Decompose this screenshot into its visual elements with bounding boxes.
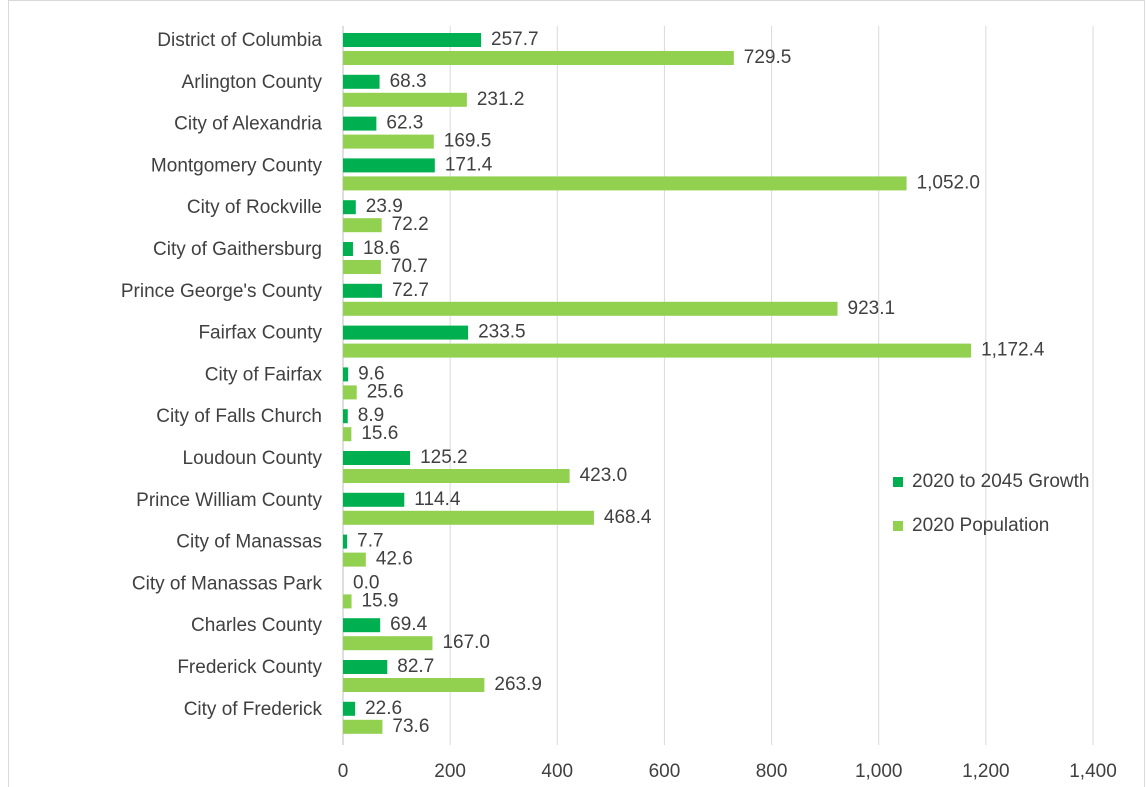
data-label: 18.6 xyxy=(363,238,400,259)
data-label: 1,172.4 xyxy=(981,340,1045,361)
y-tick-label: District of Columbia xyxy=(157,30,322,51)
bar xyxy=(343,552,366,567)
y-tick-label: City of Rockville xyxy=(187,197,322,218)
data-label: 42.6 xyxy=(376,549,413,570)
data-label: 233.5 xyxy=(478,322,526,343)
data-label: 73.6 xyxy=(392,716,429,737)
bar xyxy=(343,367,349,382)
y-tick-label: City of Manassas Park xyxy=(132,573,323,594)
data-label: 62.3 xyxy=(386,113,423,134)
data-label: 468.4 xyxy=(604,507,652,528)
bar xyxy=(343,534,348,549)
bar xyxy=(343,594,352,609)
data-label: 70.7 xyxy=(391,256,428,277)
bar xyxy=(343,427,352,442)
bar xyxy=(343,385,357,400)
data-label: 169.5 xyxy=(444,131,492,152)
bar xyxy=(343,158,435,173)
x-tick-label: 0 xyxy=(338,761,349,782)
x-tick-label: 400 xyxy=(541,761,573,782)
bar xyxy=(343,678,485,692)
bar xyxy=(343,218,382,233)
data-label: 72.2 xyxy=(392,214,429,235)
y-tick-label: Charles County xyxy=(191,615,322,636)
bar xyxy=(343,409,348,424)
bar xyxy=(343,51,734,65)
data-label: 171.4 xyxy=(445,154,493,175)
data-label: 167.0 xyxy=(442,632,490,653)
x-tick-label: 1,000 xyxy=(855,761,903,782)
data-label: 125.2 xyxy=(420,447,468,468)
data-label: 423.0 xyxy=(580,465,628,486)
data-label: 25.6 xyxy=(367,381,404,402)
x-tick-label: 800 xyxy=(756,761,788,782)
y-tick-label: Prince William County xyxy=(136,490,322,511)
legend-label: 2020 to 2045 Growth xyxy=(912,471,1089,492)
data-label: 15.6 xyxy=(361,423,398,444)
bar xyxy=(343,176,907,191)
bar xyxy=(343,33,482,47)
legend-swatch xyxy=(893,521,903,531)
y-tick-label: City of Alexandria xyxy=(174,114,322,135)
bar xyxy=(343,469,570,483)
bar xyxy=(343,74,380,89)
y-tick-label: Loudoun County xyxy=(183,448,323,469)
y-tick-label: Fairfax County xyxy=(198,323,322,344)
bar xyxy=(343,451,411,465)
chart-border xyxy=(8,0,1145,787)
data-label: 263.9 xyxy=(494,674,542,695)
data-label: 82.7 xyxy=(397,656,434,677)
bar xyxy=(343,200,356,215)
legend-swatch xyxy=(893,477,903,487)
bar xyxy=(343,283,382,298)
data-label: 9.6 xyxy=(358,363,384,384)
y-tick-label: Arlington County xyxy=(182,72,323,93)
x-tick-label: 1,200 xyxy=(962,761,1010,782)
y-tick-label: City of Falls Church xyxy=(156,406,322,427)
bar xyxy=(343,325,469,340)
x-tick-label: 1,400 xyxy=(1069,761,1117,782)
y-tick-label: Montgomery County xyxy=(151,155,323,176)
bar xyxy=(343,343,972,358)
data-label: 231.2 xyxy=(477,89,525,110)
data-label: 22.6 xyxy=(365,698,402,719)
data-label: 68.3 xyxy=(390,71,427,92)
bar xyxy=(343,301,838,316)
data-label: 69.4 xyxy=(390,614,427,635)
data-label: 72.7 xyxy=(392,280,429,301)
x-tick-label: 200 xyxy=(434,761,466,782)
data-label: 15.9 xyxy=(362,590,399,611)
y-tick-label: City of Fairfax xyxy=(205,364,323,385)
bar xyxy=(343,92,467,107)
bar xyxy=(343,510,594,525)
bar xyxy=(343,242,353,256)
data-label: 8.9 xyxy=(358,405,384,426)
bar xyxy=(343,492,405,507)
y-tick-label: Prince George's County xyxy=(121,281,323,302)
data-label: 114.4 xyxy=(414,489,461,510)
bar xyxy=(343,719,383,734)
bar xyxy=(343,701,356,716)
bar xyxy=(343,660,388,674)
bar xyxy=(343,636,433,651)
legend-label: 2020 Population xyxy=(912,515,1049,536)
y-tick-label: City of Manassas xyxy=(176,532,322,553)
bar xyxy=(343,260,381,274)
data-label: 23.9 xyxy=(366,196,403,217)
bar xyxy=(343,116,377,131)
y-tick-label: Frederick County xyxy=(177,657,322,678)
data-label: 923.1 xyxy=(848,298,896,319)
bar xyxy=(343,618,381,633)
x-tick-label: 600 xyxy=(649,761,681,782)
data-label: 7.7 xyxy=(357,531,383,552)
data-label: 729.5 xyxy=(744,47,792,68)
bar xyxy=(343,134,434,149)
data-label: 1,052.0 xyxy=(917,172,980,193)
data-label: 0.0 xyxy=(353,572,379,593)
y-tick-label: City of Gaithersburg xyxy=(153,239,322,260)
y-tick-label: City of Frederick xyxy=(184,699,323,720)
data-label: 257.7 xyxy=(491,29,539,50)
